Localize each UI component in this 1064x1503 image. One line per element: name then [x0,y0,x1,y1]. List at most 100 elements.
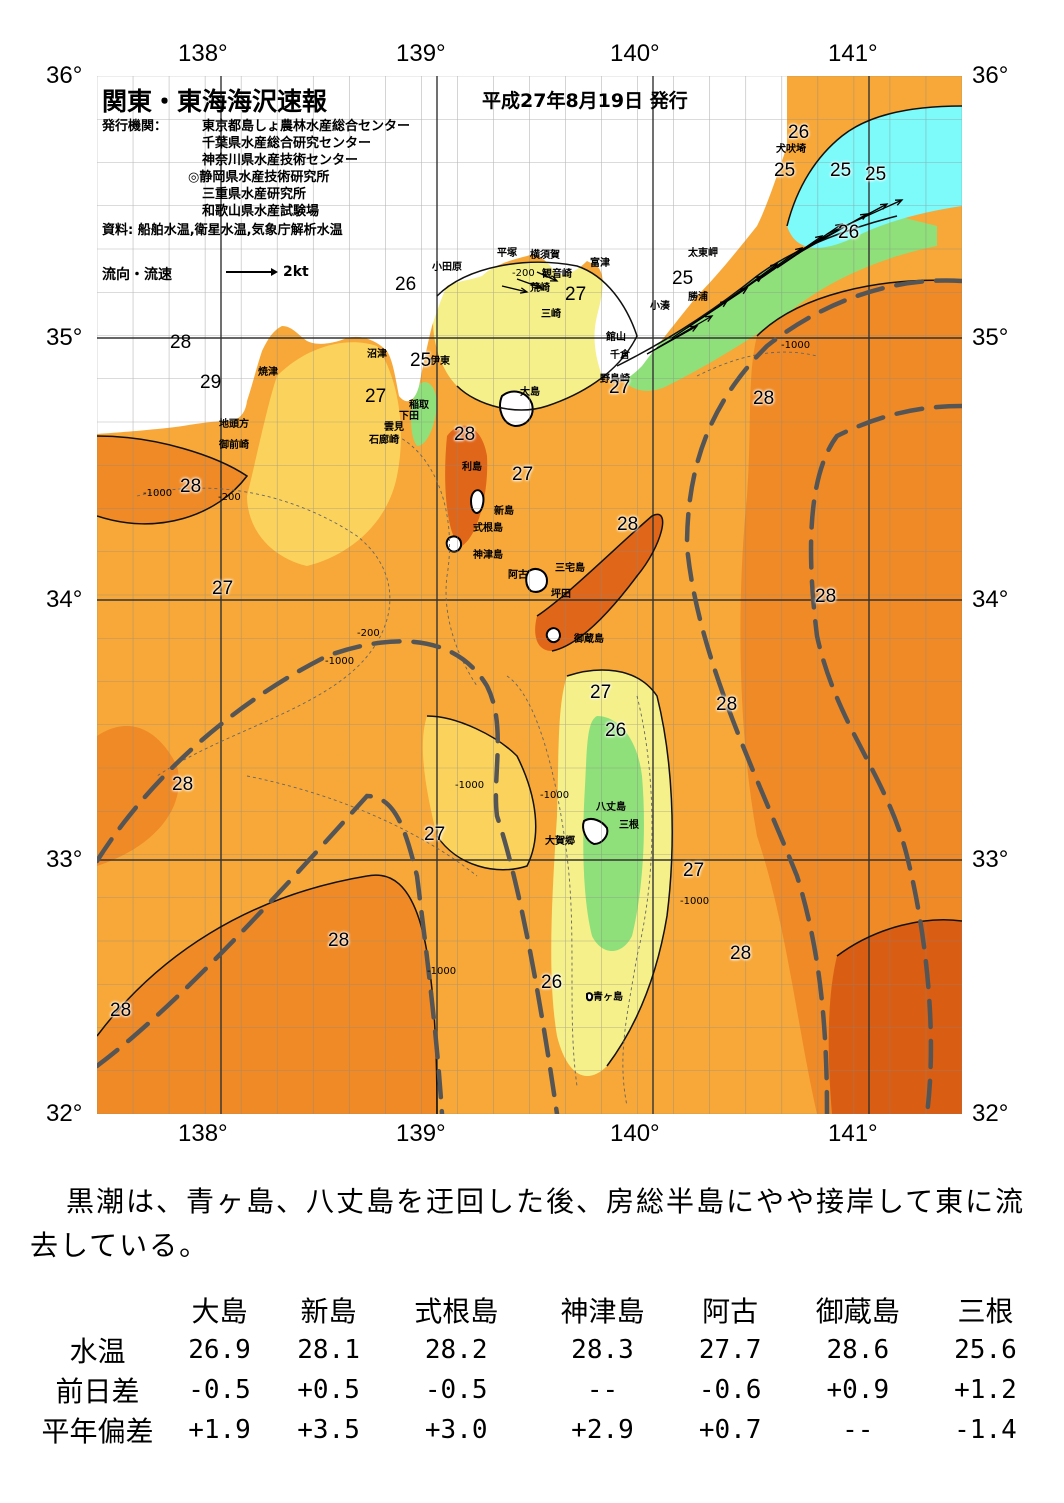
land-mikura [545,627,562,644]
column-header: 御蔵島 [815,1295,900,1328]
isotherm-label: 28 [753,388,775,409]
publisher-5: 三重県水産研究所 [202,187,307,202]
land-oshima [499,390,534,428]
cold-zone-boso [617,216,937,391]
cool-zone-shichito [422,716,536,870]
depth-label: -1000 [427,966,457,977]
place-label: 平塚 [497,248,517,259]
isotherm-label: 25 [774,160,796,181]
place-label: 三根 [619,820,639,831]
lat-label-36-right: 36° [972,62,1009,89]
depth-label: -200 [218,492,241,503]
lon-label-140-top: 140° [610,40,660,67]
isotherm-label: 28 [730,943,752,964]
isotherm-label: 26 [541,972,563,993]
table-cell: +3.0 [424,1415,488,1445]
isotherm-label: 28 [716,694,738,715]
table-cell: +0.7 [698,1415,762,1445]
flow-arrow [826,199,903,235]
table-cell: -- [842,1415,874,1445]
lon-label-138-top: 138° [178,40,228,67]
place-label: 千倉 [610,350,630,361]
legend-unit: 2kt [283,264,309,280]
table-cell: -1.4 [954,1415,1017,1445]
flow-arrow-head [894,199,904,206]
place-label: 沼津 [367,349,387,360]
flow-arrow-head [519,287,529,294]
isotherm-label: 27 [683,860,705,881]
table-cell: 26.9 [188,1335,251,1365]
summary-text: 黒潮は、青ヶ島、八丈島を迂回した後、房総半島にやや接岸して東に流去している。 [30,1185,1026,1262]
lon-label-141-top: 141° [828,40,878,67]
column-header: 大島 [191,1295,248,1328]
lat-label-32-left: 32° [46,1100,83,1127]
publisher-3: 神奈川県水産技術センター [202,153,359,168]
lat-label-34-right: 34° [972,586,1009,613]
isotherms [97,105,962,1114]
place-label: 御前崎 [219,440,249,451]
lat-label-35-right: 35° [972,324,1009,351]
table-corner [30,1290,165,1330]
cool-zone-sagami [433,262,637,410]
place-label: 太東岬 [688,248,718,259]
place-label: 勝浦 [688,292,708,303]
map-canvas [97,76,962,1114]
lon-label-141-bottom: 141° [828,1120,878,1147]
table-cell: 28.6 [826,1335,890,1365]
place-label: 御蔵島 [574,634,604,645]
table-cell: 25.6 [954,1335,1017,1365]
table-cell: 27.7 [698,1335,762,1365]
place-label: 坪田 [551,589,571,600]
isotherm-label: 25 [865,164,887,185]
flow-arrow-head [549,275,559,282]
depth-label: -1000 [680,896,710,907]
place-label: 富津 [590,258,610,269]
place-label: 焼津 [258,367,278,378]
place-label: 観音崎 [542,269,572,280]
sea-temperature-map [97,76,962,1114]
place-label: 石廊崎 [369,435,399,446]
lat-label-34-left: 34° [46,586,83,613]
lon-label-140-bottom: 140° [610,1120,660,1147]
column-header: 神津島 [560,1295,645,1328]
legend-label: 流向・流速 [102,267,172,283]
table-cell: 28.3 [571,1335,634,1365]
flow-arrow [656,315,713,349]
table-row: 平年偏差 +1.9 +3.5 +3.0 +2.9 +0.7 -- -1.4 [30,1410,1040,1450]
place-label: 伊東 [430,356,450,367]
table-cell: +1.2 [954,1375,1017,1405]
cold-zone-izu-east [411,382,437,446]
place-label: 下田 [399,411,419,422]
flow-arrow [756,235,823,282]
land-niijima [470,489,485,514]
isotherm-label: 25 [672,268,694,289]
place-label: 三崎 [541,309,561,320]
row-label: 水温 [69,1335,126,1368]
isotherm-label: 26 [395,274,417,295]
cold-zone-choshi [787,106,962,248]
place-label: 小田原 [432,262,462,273]
flow-arrow [516,278,543,289]
issue-date: 平成27年8月19日 発行 [482,90,688,112]
warm-zone-east [740,280,962,1114]
table-cell: +0.5 [297,1375,360,1405]
depth-label: -1000 [143,488,173,499]
isotherm-label: 27 [365,386,387,407]
lon-label-138-bottom: 138° [178,1120,228,1147]
isotherm-label: 28 [172,774,194,795]
flow-arrows [501,199,904,355]
data-source: 資料: 船舶水温,衛星水温,気象庁解析水温 [102,223,343,238]
kuroshio-paths [97,278,962,1114]
cold-zone-hachijo [583,716,644,951]
depth-contours [136,351,818,1107]
table-row: 水温 26.9 28.1 28.2 28.3 27.7 28.6 25.6 [30,1330,1040,1370]
publisher-2: 千葉県水産総合研究センター [202,136,372,151]
lat-label-36-left: 36° [46,62,83,89]
warm-zone-southwest [97,875,437,1114]
place-label: 神津島 [473,550,503,561]
depth-label: -1000 [325,656,355,667]
depth-label: -1000 [540,790,570,801]
isotherm-label: 27 [565,284,587,305]
flow-arrow-head [534,282,544,290]
isotherm-label: 29 [200,372,222,393]
